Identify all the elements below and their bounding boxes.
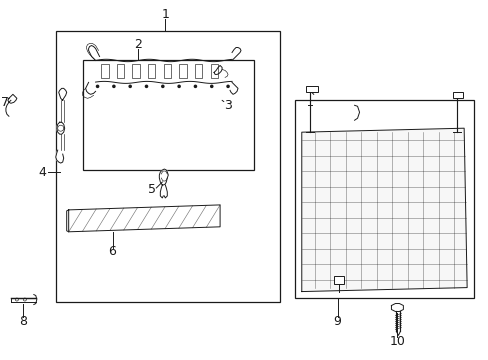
Text: 10: 10	[388, 335, 405, 348]
Bar	[82, 60, 253, 170]
Circle shape	[193, 85, 197, 88]
Bar	[210, 64, 218, 78]
Polygon shape	[68, 205, 220, 232]
Bar	[117, 64, 124, 78]
Circle shape	[96, 85, 99, 88]
Circle shape	[112, 85, 116, 88]
Polygon shape	[301, 128, 466, 292]
Text: 9: 9	[333, 315, 341, 328]
Text: 7: 7	[1, 96, 9, 109]
Bar	[452, 92, 462, 98]
Text: 4: 4	[39, 166, 47, 179]
Polygon shape	[159, 169, 168, 185]
Polygon shape	[214, 66, 222, 75]
Circle shape	[144, 85, 148, 88]
Text: 3: 3	[224, 99, 231, 112]
Polygon shape	[57, 122, 64, 134]
Text: 5: 5	[148, 184, 156, 197]
Circle shape	[226, 85, 229, 88]
Text: 2: 2	[134, 38, 142, 51]
Polygon shape	[56, 150, 63, 163]
Circle shape	[209, 85, 213, 88]
Text: 8: 8	[19, 315, 27, 328]
Bar	[56, 31, 279, 302]
Bar	[333, 276, 343, 284]
Bar	[101, 64, 108, 78]
Polygon shape	[8, 94, 17, 103]
Bar	[195, 64, 202, 78]
Bar	[305, 86, 317, 92]
Polygon shape	[390, 303, 403, 311]
Text: 6: 6	[108, 245, 116, 258]
Polygon shape	[59, 88, 66, 100]
Bar	[132, 64, 140, 78]
Circle shape	[177, 85, 181, 88]
Circle shape	[128, 85, 132, 88]
Circle shape	[161, 85, 164, 88]
Bar	[294, 100, 473, 298]
Text: 1: 1	[161, 8, 169, 21]
Bar	[148, 64, 155, 78]
Bar	[179, 64, 186, 78]
Bar	[163, 64, 171, 78]
